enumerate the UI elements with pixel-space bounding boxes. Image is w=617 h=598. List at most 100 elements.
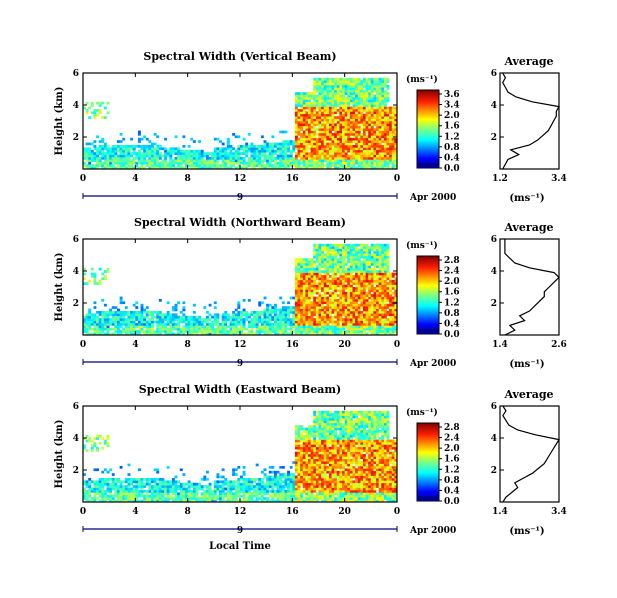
heatmap-cell — [370, 99, 374, 103]
heatmap-cell — [177, 161, 181, 165]
heatmap-cell — [339, 118, 343, 122]
heatmap-cell — [336, 82, 340, 86]
heatmap-cell — [127, 323, 131, 326]
heatmap-cell — [347, 284, 351, 288]
heatmap-cell — [90, 157, 94, 160]
heatmap-cell — [318, 255, 322, 259]
heatmap-cell — [326, 265, 330, 269]
heatmap-cell — [305, 258, 309, 261]
heatmap-cell — [93, 279, 97, 283]
heatmap-cell — [101, 161, 105, 165]
heatmap-cell — [339, 243, 343, 247]
heatmap-cell — [119, 149, 123, 153]
heatmap-cell — [365, 299, 369, 302]
heatmap-cell — [135, 499, 139, 503]
heatmap-cell — [342, 267, 345, 271]
heatmap-cell — [344, 82, 348, 86]
heatmap-cell — [127, 166, 131, 170]
heatmap-cell — [389, 161, 393, 165]
heatmap-cell — [135, 325, 139, 329]
heatmap-cell — [378, 299, 382, 302]
heatmap-cell — [221, 147, 225, 151]
heatmap-cell — [305, 99, 309, 103]
heatmap-cell — [85, 439, 89, 443]
heatmap-cell — [114, 478, 118, 481]
heatmap-cell — [219, 325, 222, 329]
heatmap-cell — [336, 301, 340, 305]
heatmap-cell — [83, 149, 86, 153]
heatmap-cell — [169, 330, 173, 333]
heatmap-cell — [381, 145, 385, 148]
heatmap-cell — [355, 284, 359, 288]
heatmap-cell — [326, 323, 330, 326]
heatmap-cell — [331, 116, 335, 119]
heatmap-cell — [376, 82, 379, 86]
heatmap-cell — [179, 315, 183, 319]
heatmap-cell — [326, 104, 330, 107]
heatmap-cell — [300, 123, 304, 127]
heatmap-cell — [297, 159, 301, 163]
heatmap-cell — [93, 152, 97, 155]
heatmap-cell — [391, 308, 395, 312]
heatmap-cell — [156, 470, 160, 474]
heatmap-cell — [383, 152, 387, 155]
heatmap-cell — [174, 306, 178, 309]
heatmap-cell — [328, 248, 332, 252]
heatmap-cell — [281, 327, 285, 331]
heatmap-cell — [357, 289, 361, 293]
heatmap-cell — [355, 97, 359, 100]
heatmap-cell — [373, 157, 377, 160]
heatmap-cell — [224, 330, 228, 333]
heatmap-cell — [190, 332, 194, 336]
heatmap-cell — [305, 106, 309, 110]
heatmap-cell — [156, 492, 160, 496]
heatmap-cell — [376, 149, 379, 153]
heatmap-cell — [305, 303, 309, 307]
heatmap-cell — [365, 263, 369, 266]
heatmap-cell — [386, 255, 390, 259]
heatmap-cell — [389, 327, 393, 331]
heatmap-cell — [85, 164, 89, 167]
heatmap-cell — [177, 497, 181, 500]
heatmap-cell — [234, 487, 238, 491]
heatmap-cell — [347, 253, 351, 257]
heatmap-cell — [274, 323, 277, 326]
heatmap-cell — [190, 323, 194, 326]
heatmap-cell — [287, 140, 291, 143]
heatmap-cell — [101, 277, 105, 281]
heatmap-cell — [339, 263, 343, 266]
heatmap-cell — [370, 113, 374, 117]
heatmap-cell — [122, 499, 126, 503]
heatmap-cell — [321, 289, 325, 293]
heatmap-cell — [362, 121, 366, 124]
heatmap-cell — [190, 485, 194, 488]
heatmap-cell — [122, 320, 126, 324]
heatmap-cell — [318, 287, 322, 290]
heatmap-cell — [90, 446, 94, 450]
heatmap-cell — [132, 311, 136, 314]
heatmap-cell — [192, 320, 196, 324]
heatmap-cell — [331, 279, 335, 283]
heatmap-cell — [85, 152, 89, 155]
heatmap-cell — [362, 294, 366, 297]
heatmap-cell — [281, 145, 285, 148]
heatmap-cell — [114, 166, 118, 170]
heatmap-cell — [308, 104, 311, 107]
heatmap-cell — [315, 89, 319, 93]
heatmap-cell — [268, 308, 272, 312]
heatmap-cell — [376, 123, 379, 127]
heatmap-cell — [347, 157, 351, 160]
heatmap-cell — [381, 308, 385, 312]
heatmap-cell — [365, 296, 369, 300]
heatmap-cell — [187, 318, 191, 321]
heatmap-cell — [289, 152, 293, 155]
heatmap-cell — [370, 77, 374, 81]
heatmap-cell — [90, 166, 94, 170]
heatmap-cell — [226, 318, 230, 321]
heatmap-cell — [310, 92, 314, 95]
heatmap-cell — [370, 270, 374, 273]
heatmap-cell — [132, 499, 136, 503]
heatmap-cell — [177, 323, 181, 326]
heatmap-cell — [389, 289, 393, 293]
heatmap-cell — [117, 325, 120, 329]
